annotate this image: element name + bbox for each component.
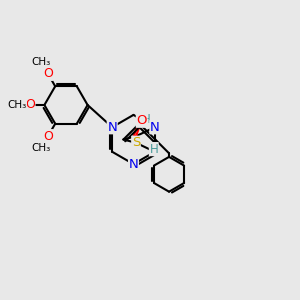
Text: N: N <box>150 121 160 134</box>
Text: CH₃: CH₃ <box>32 57 51 68</box>
Text: CH₃: CH₃ <box>7 100 26 110</box>
Text: O: O <box>43 130 53 143</box>
Text: O: O <box>43 67 53 80</box>
Text: N: N <box>129 158 138 171</box>
Text: O: O <box>136 114 147 127</box>
Text: S: S <box>132 136 140 149</box>
Text: H: H <box>142 112 150 126</box>
Text: H: H <box>149 142 158 156</box>
Text: CH₃: CH₃ <box>32 142 51 153</box>
Text: O: O <box>25 98 35 112</box>
Text: N: N <box>107 121 117 134</box>
